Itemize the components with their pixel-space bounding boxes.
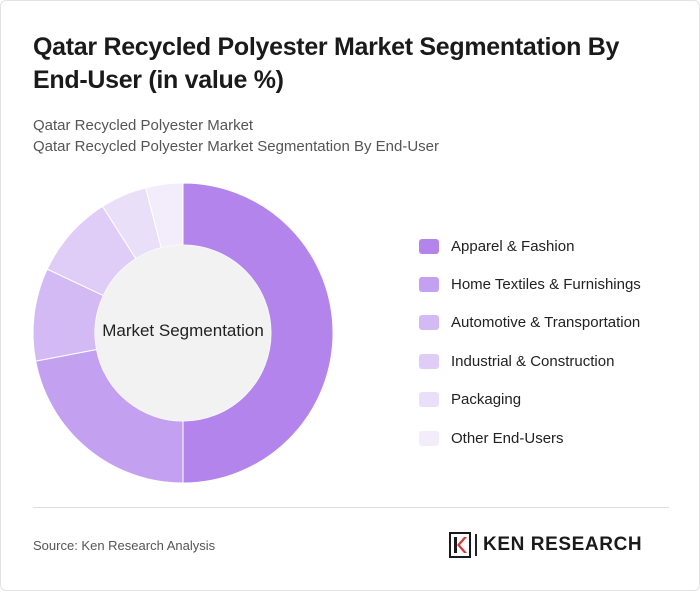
legend-label: Industrial & Construction [451,352,615,370]
legend-swatch [419,315,439,331]
legend-swatch [419,238,439,254]
legend-item[interactable]: Industrial & Construction [419,342,641,380]
breadcrumb: Qatar Recycled Polyester Market Qatar Re… [33,115,439,157]
legend-swatch [419,430,439,446]
legend-swatch [419,277,439,293]
legend-label: Home Textiles & Furnishings [451,276,641,294]
footer-divider [33,507,669,508]
breadcrumb-item-market[interactable]: Qatar Recycled Polyester Market [33,117,254,134]
legend-label: Automotive & Transportation [451,314,641,332]
legend-item[interactable]: Automotive & Transportation [419,304,641,342]
donut-hole [95,245,271,421]
legend-label: Apparel & Fashion [451,237,575,255]
chart-title: Qatar Recycled Polyester Market Segmenta… [33,33,620,94]
legend-item[interactable]: Apparel & Fashion [419,227,641,265]
ken-research-logo-icon [449,532,471,558]
legend-item[interactable]: Home Textiles & Furnishings [419,265,641,303]
brand-logo: KEN RESEARCH [449,532,642,558]
brand-separator [475,534,477,556]
brand-name: KEN RESEARCH [483,534,643,555]
legend-item[interactable]: Packaging [419,381,641,419]
donut-center-label: Market Segmentation [102,321,264,340]
legend-label: Other End-Users [451,429,564,447]
legend-label: Packaging [451,391,522,409]
legend-swatch [419,392,439,408]
legend-swatch [419,353,439,369]
chart-legend: Apparel & Fashion Home Textiles & Furnish… [419,227,641,457]
legend-item[interactable]: Other End-Users [419,419,641,457]
source-note: Source: Ken Research Analysis [33,538,216,553]
breadcrumb-item-segmentation[interactable]: Qatar Recycled Polyester Market Segmenta… [33,138,440,155]
